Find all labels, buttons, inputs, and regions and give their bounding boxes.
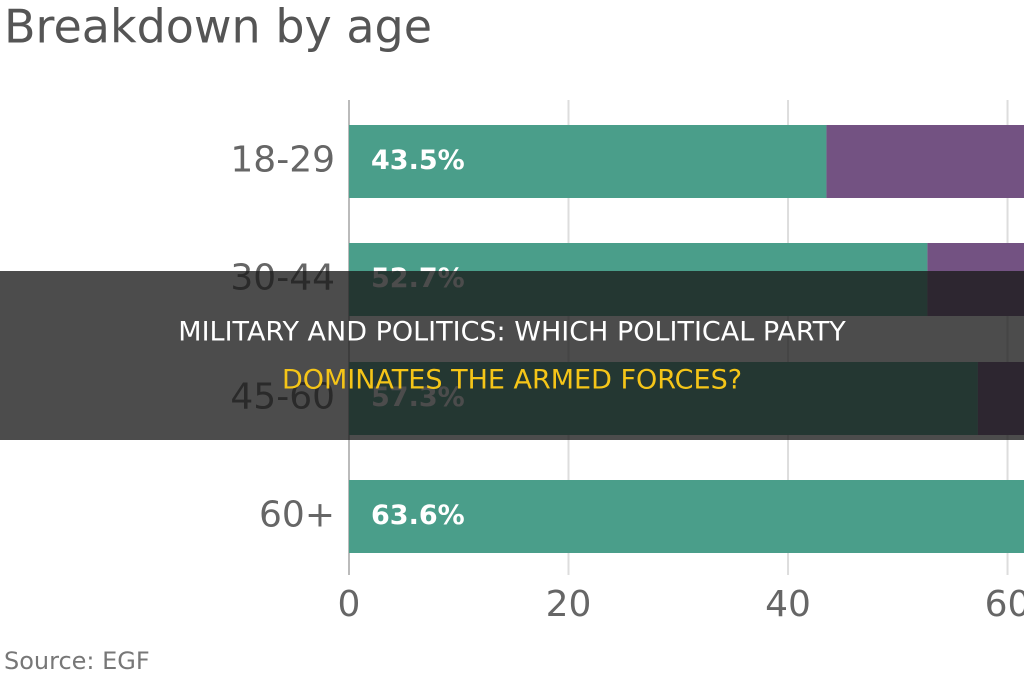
chart-title: Breakdown by age (4, 0, 432, 54)
source: Source: EGF (4, 647, 150, 675)
banner-line: MILITARY AND POLITICS: WHICH POLITICAL P… (178, 317, 846, 348)
banner (0, 271, 1024, 440)
bar-segment (826, 125, 1024, 198)
x-tick-label: 20 (546, 584, 592, 625)
x-tick-label: 60 (985, 584, 1024, 625)
value-label: 63.6% (371, 500, 465, 531)
bar-segment (349, 480, 1024, 553)
x-tick-label: 40 (765, 584, 811, 625)
y-tick-label: 60+ (259, 495, 335, 536)
y-tick-label: 18-29 (230, 140, 335, 181)
value-label: 43.5% (371, 145, 465, 176)
bar-segment (349, 125, 827, 198)
x-tick-label: 0 (338, 584, 361, 625)
banner-line: DOMINATES THE ARMED FORCES? (282, 365, 742, 396)
